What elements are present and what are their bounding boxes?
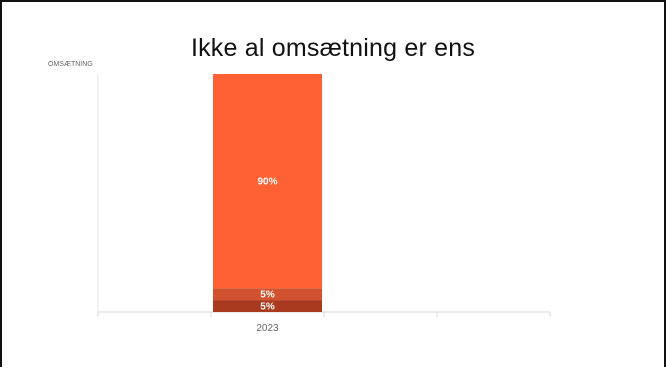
bar-segment-1 — [213, 300, 322, 312]
bar-segment-2 — [213, 288, 322, 301]
slide-title: Ikke al omsætning er ens — [190, 34, 476, 62]
data-label-1: 5% — [260, 302, 275, 313]
data-label-3: 90% — [257, 177, 277, 188]
data-label-2: 5% — [260, 290, 275, 301]
y-axis-label: OMSÆTNING — [48, 61, 93, 68]
category-label: 2023 — [256, 323, 279, 334]
bar-segment-3 — [213, 74, 322, 289]
